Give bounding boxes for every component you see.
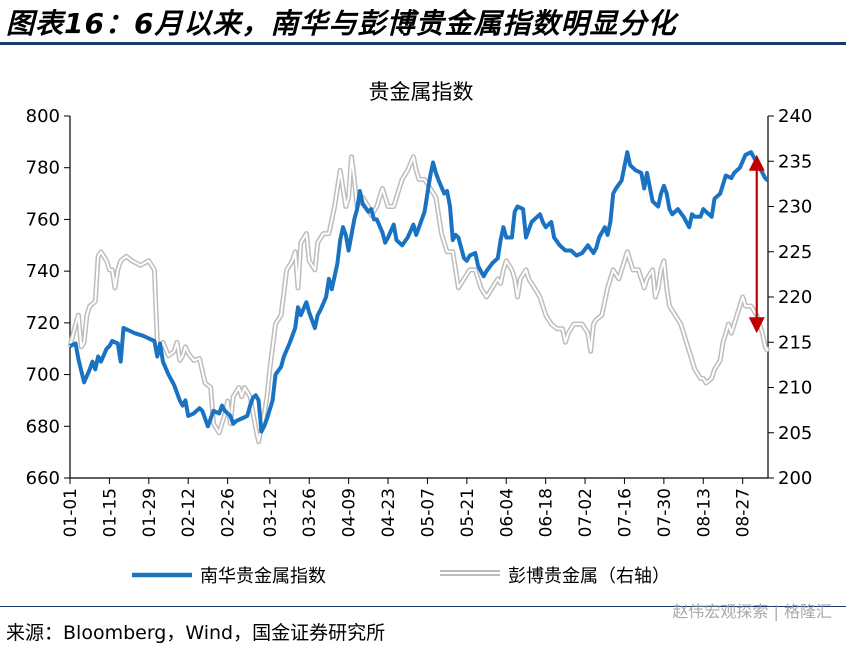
left-tick-label: 740 — [26, 261, 60, 282]
series-line-nanhua — [69, 150, 770, 434]
series-line-bloomberg-inner — [69, 155, 769, 443]
x-tick-label: 07-30 — [655, 488, 675, 537]
x-tick-label: 05-07 — [418, 488, 438, 537]
left-tick-label: 700 — [26, 365, 60, 386]
left-tick-label: 720 — [26, 313, 60, 334]
x-tick-label: 03-26 — [300, 488, 320, 537]
left-tick-label: 780 — [26, 158, 60, 179]
x-tick-label: 02-12 — [179, 488, 199, 537]
right-tick-label: 210 — [778, 378, 812, 399]
x-tick-label: 04-09 — [340, 488, 360, 537]
x-tick-label: 01-29 — [140, 488, 160, 537]
series-line-bloomberg-outer — [67, 154, 771, 445]
right-tick-label: 205 — [778, 423, 812, 444]
title-divider — [0, 42, 846, 45]
right-tick-label: 235 — [778, 151, 812, 172]
right-tick-label: 230 — [778, 197, 812, 218]
legend-label-bloomberg: 彭博贵金属（右轴） — [508, 566, 670, 587]
x-tick-label: 01-01 — [61, 488, 81, 537]
x-tick-label: 08-13 — [694, 488, 714, 537]
left-tick-label: 680 — [26, 416, 60, 437]
source-divider — [0, 606, 846, 607]
x-tick-label: 03-12 — [261, 488, 281, 537]
x-tick-label: 07-02 — [576, 488, 596, 537]
x-tick-label: 02-26 — [219, 488, 239, 537]
x-tick-label: 06-04 — [497, 488, 517, 537]
right-tick-label: 215 — [778, 332, 812, 353]
right-tick-label: 220 — [778, 287, 812, 308]
x-tick-label: 07-16 — [615, 488, 635, 537]
x-tick-label: 08-27 — [734, 488, 754, 537]
right-tick-label: 240 — [778, 106, 812, 127]
divergence-arrow-head-up — [748, 154, 765, 171]
figure-title: 图表16：6月以来，南华与彭博贵金属指数明显分化 — [6, 7, 677, 40]
x-tick-label: 05-21 — [458, 488, 478, 537]
x-tick-label: 01-15 — [100, 488, 120, 537]
x-tick-label: 06-18 — [537, 488, 557, 537]
x-tick-label: 04-23 — [379, 488, 399, 537]
chart: 贵金属指数 660 680 700 720 740 760 780 800 200 205 210… — [26, 80, 813, 587]
watermark: 赵伟宏观探索 | 格隆汇 — [672, 602, 832, 621]
left-tick-label: 660 — [26, 468, 60, 489]
left-tick-label: 760 — [26, 209, 60, 230]
source-note: 来源：Bloomberg，Wind，国金证券研究所 — [6, 622, 386, 644]
right-tick-label: 225 — [778, 242, 812, 263]
left-tick-label: 800 — [26, 106, 60, 127]
chart-title: 贵金属指数 — [369, 80, 474, 104]
legend-label-nanhua: 南华贵金属指数 — [200, 566, 326, 587]
right-tick-label: 200 — [778, 468, 812, 489]
divergence-arrow-head-down — [748, 317, 765, 334]
